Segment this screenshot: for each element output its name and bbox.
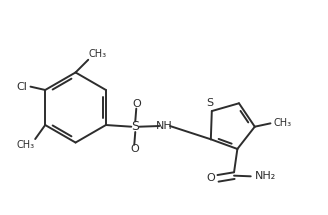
Text: O: O [207,173,215,183]
Text: CH₃: CH₃ [274,118,292,128]
Text: CH₃: CH₃ [16,140,34,150]
Text: Cl: Cl [16,82,27,92]
Text: NH: NH [156,121,173,131]
Text: O: O [130,144,139,154]
Text: S: S [206,98,214,108]
Text: S: S [131,120,139,133]
Text: NH₂: NH₂ [255,171,276,181]
Text: CH₃: CH₃ [89,49,107,59]
Text: O: O [132,99,141,109]
